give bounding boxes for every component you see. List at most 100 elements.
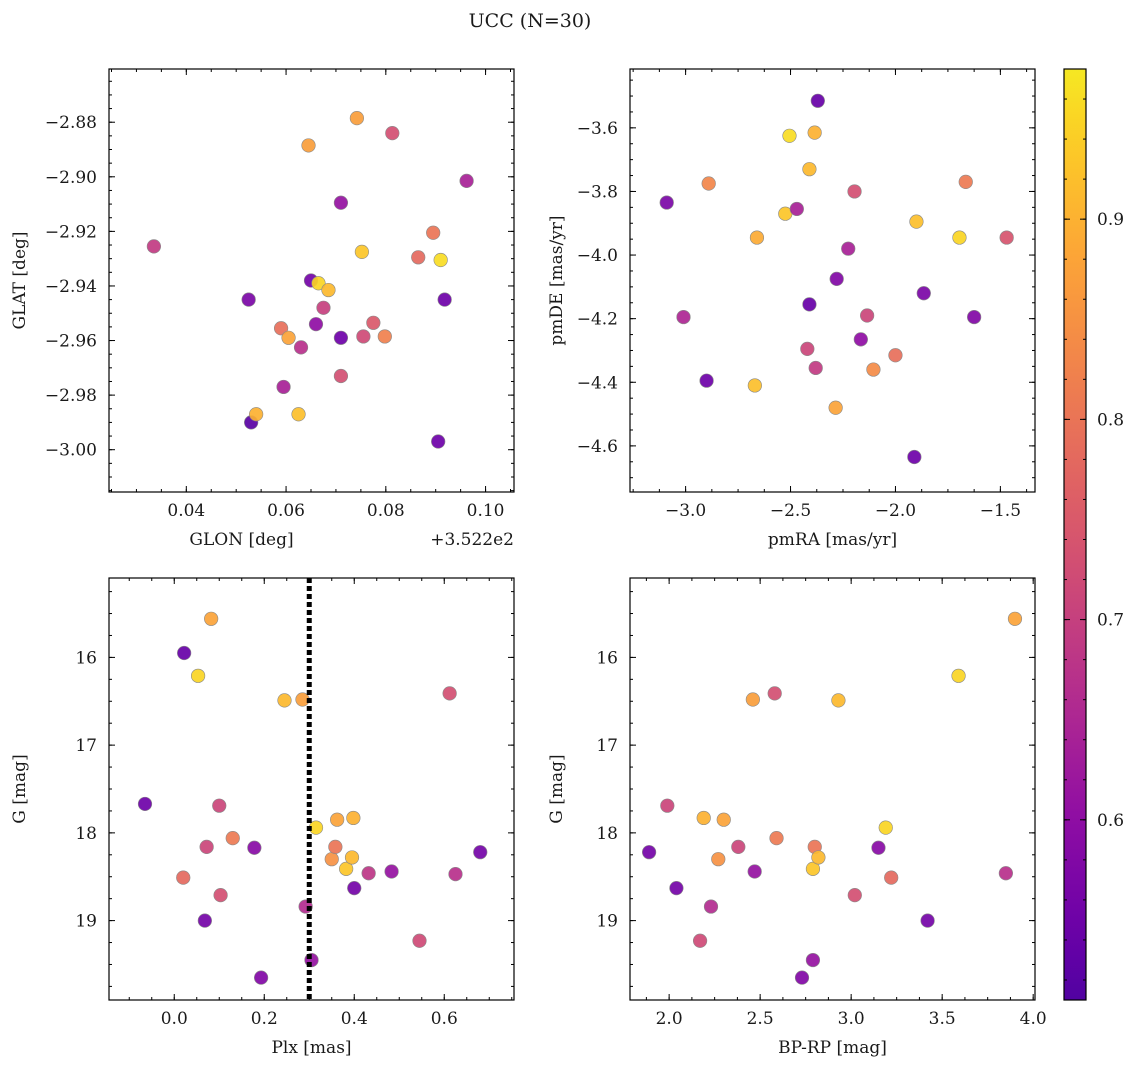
scatter-point: [344, 850, 360, 865]
scatter-point: [191, 668, 206, 683]
scatter-point: [958, 174, 973, 190]
scatter-point: [291, 407, 306, 422]
scatter-point: [448, 867, 463, 882]
scatter-point: [330, 812, 345, 827]
x-tick-label: −3.0: [665, 501, 706, 521]
y-tick-label: −4.6: [577, 437, 618, 457]
scatter-point: [354, 244, 369, 259]
x-tick-label: −1.5: [980, 501, 1021, 521]
scatter-point: [952, 230, 967, 245]
x-tick-label: 0.2: [251, 1009, 278, 1029]
scatter-point: [346, 810, 361, 826]
colorbar-tick-label: 0.6: [1097, 811, 1124, 831]
scatter-point: [433, 252, 448, 268]
scatter-point: [828, 400, 843, 415]
scatter-point: [426, 225, 441, 240]
scatter-point: [311, 276, 326, 291]
x-tick-label: 3.0: [838, 1009, 865, 1029]
scatter-point: [807, 125, 822, 140]
x-axis-label: Plx [mas]: [271, 1038, 351, 1058]
x-tick-label: 0.04: [167, 501, 205, 521]
x-tick-label: 0.10: [467, 501, 505, 521]
figure-title: UCC (N=30): [469, 10, 592, 32]
y-tick-label: −3.6: [577, 119, 618, 139]
y-tick-label: −2.88: [45, 113, 97, 133]
y-tick-label: −4.0: [577, 246, 618, 266]
y-axis-label: pmDE [mas/yr]: [547, 215, 567, 345]
x-tick-label: 0.06: [267, 501, 305, 521]
scatter-point: [999, 230, 1014, 245]
y-axis-label: G [mag]: [10, 754, 30, 823]
scatter-point: [276, 379, 291, 395]
scatter-point: [789, 201, 804, 217]
scatter-point: [660, 798, 675, 813]
colorbar-gradient: [1064, 69, 1086, 1000]
colorbar-frame: [1063, 68, 1087, 1001]
colorbar-tick-label: 0.7: [1097, 611, 1124, 631]
scatter-point: [176, 870, 191, 885]
scatter-point: [642, 845, 657, 860]
colorbar-tick-label: 0.9: [1097, 210, 1124, 230]
scatter-point: [749, 230, 765, 245]
y-tick-label: −4.4: [577, 373, 618, 393]
y-tick-label: −2.92: [45, 222, 97, 242]
scatter-point: [1007, 611, 1023, 626]
scatter-point: [473, 845, 488, 860]
scatter-point: [333, 195, 349, 210]
scatter-point: [847, 888, 862, 903]
scatter-point: [745, 692, 760, 707]
scatter-point: [676, 309, 691, 325]
scatter-point: [692, 933, 708, 948]
scatter-point: [800, 341, 815, 356]
panel-pmra-pmde: −3.0 −2.5 −2.0 −1.5 −4.6 −4.4 −4.2 −4.0 −3.8 −3.6…: [547, 68, 1036, 550]
scatter-point: [669, 881, 684, 896]
scatter-point: [377, 329, 392, 344]
scatter-point: [920, 913, 935, 928]
y-tick-label: 18: [75, 824, 97, 844]
x-tick-label: −2.5: [770, 501, 811, 521]
x-axis-label: pmRA [mas/yr]: [768, 530, 897, 550]
scatter-point: [241, 292, 256, 307]
x-axis-label: BP-RP [mag]: [778, 1038, 887, 1058]
y-tick-label: 18: [596, 824, 618, 844]
scatter-point: [716, 812, 731, 827]
scatter-point: [324, 852, 339, 867]
scatter-point: [308, 317, 324, 332]
scatter-point: [137, 796, 153, 812]
scatter-point: [213, 888, 228, 903]
scatter-point: [333, 368, 349, 384]
scatter-point: [907, 449, 922, 465]
scatter-point: [808, 360, 823, 376]
scatter-point: [328, 839, 343, 855]
scatter-point: [829, 271, 844, 287]
y-tick-label: −2.94: [45, 277, 97, 297]
axes-frame: [108, 68, 515, 493]
y-tick-label: 16: [596, 648, 618, 668]
scatter-point: [411, 250, 426, 265]
y-axis-label: GLAT [deg]: [10, 231, 30, 329]
scatter-point: [701, 176, 716, 191]
scatter-point: [254, 970, 269, 985]
scatter-point: [805, 952, 821, 968]
scatter-point: [810, 93, 825, 108]
scatter-point: [711, 852, 726, 867]
colorbar-tick-label: 0.8: [1097, 410, 1124, 430]
scatter-point: [273, 321, 289, 336]
panel-glon-glat: 0.04 0.06 0.08 0.10 −3.00 −2.98 −2.96 −2.94 −2.9…: [10, 68, 515, 550]
panel-plx-g: 0.0 0.2 0.4 0.6 16 17 18 19 Plx [mas] G [mag]: [10, 577, 515, 1058]
scatter-point: [860, 308, 875, 323]
scatter-point: [316, 300, 331, 315]
scatter-point: [769, 831, 784, 846]
scatter-point: [703, 899, 719, 914]
scatter-point: [431, 434, 446, 449]
y-tick-label: 19: [596, 912, 618, 932]
x-axis-label: GLON [deg]: [189, 530, 293, 550]
scatter-point: [277, 693, 292, 708]
x-tick-label: 2.0: [656, 1009, 683, 1029]
scatter-point: [412, 933, 427, 948]
scatter-point: [951, 668, 966, 683]
scatter-point: [249, 407, 264, 422]
scatter-point: [731, 839, 746, 855]
x-tick-label: 0.4: [341, 1009, 368, 1029]
